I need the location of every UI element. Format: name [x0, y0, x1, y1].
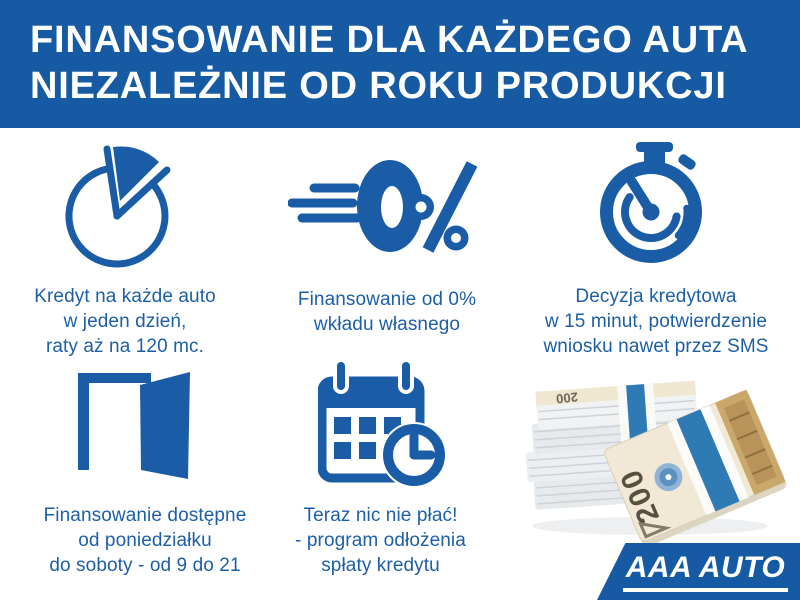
zero-percent-icon	[288, 160, 478, 253]
note-triangle	[637, 521, 672, 539]
feature-caption-zero-percent: Finansowanie od 0% wkładu własnego	[262, 287, 512, 337]
caption-line: - program odłożenia	[295, 530, 466, 551]
feature-caption-credit: Kredyt na każde auto w jeden dzień, raty…	[0, 284, 250, 359]
banknotes-photo: 200 200	[525, 380, 787, 547]
logo-banner: AAA AUTO	[597, 543, 800, 600]
pie-slice	[113, 146, 159, 201]
svg-text:200: 200	[555, 389, 578, 406]
caption-line: Kredyt na każde auto	[34, 286, 216, 307]
caption-line: Finansowanie dostępne	[43, 505, 247, 526]
leaning-banknote-bundle: 200	[604, 389, 787, 547]
speed-lines	[288, 183, 362, 223]
pie-chart-icon	[65, 145, 171, 268]
caption-line: spłaty kredytu	[321, 555, 440, 576]
feature-caption-deferred-payment: Teraz nic nie płać! - program odłożenia …	[268, 503, 493, 578]
caption-line: do soboty - od 9 do 21	[49, 555, 241, 576]
header-title-line-1: FINANSOWANIE DLA KAŻDEGO AUTA	[30, 19, 749, 61]
aaa-auto-logo: AAA AUTO	[622, 551, 789, 592]
caption-line: w jeden dzień,	[63, 311, 187, 332]
feature-caption-decision: Decyzja kredytowa w 15 minut, potwierdze…	[518, 284, 794, 359]
open-door-icon	[78, 372, 190, 479]
caption-line: raty aż na 120 mc.	[45, 336, 205, 357]
caption-line: od poniedziałku	[78, 530, 212, 551]
caption-line: Teraz nic nie płać!	[303, 505, 458, 526]
caption-line: wniosku nawet przez SMS	[543, 336, 769, 357]
percent-slash	[422, 161, 478, 253]
header-title-line-2: NIEZALEŻNIE OD ROKU PRODUKCJI	[30, 65, 727, 107]
pie-arc	[65, 165, 169, 268]
calendar-days	[334, 417, 401, 459]
header-banner: FINANSOWANIE DLA KAŻDEGO AUTA NIEZALEŻNI…	[0, 0, 800, 128]
stopwatch-icon	[600, 142, 702, 263]
calendar-clock-icon	[318, 358, 447, 488]
feature-caption-availability: Finansowanie dostępne od poniedziałku do…	[10, 503, 280, 578]
watch-ring	[600, 161, 702, 263]
caption-line: Finansowanie od 0%	[297, 289, 477, 310]
caption-line: w 15 minut, potwierdzenie	[544, 311, 768, 332]
caption-line: wkładu własnego	[313, 314, 461, 335]
door-panel	[140, 372, 190, 479]
clock-hands	[409, 431, 436, 460]
caption-line: Decyzja kredytowa	[575, 286, 737, 307]
